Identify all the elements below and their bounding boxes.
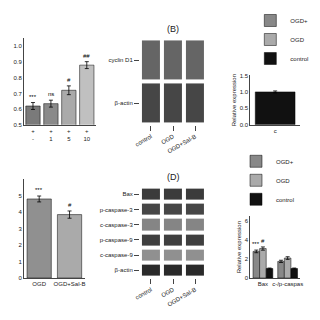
svg-text:OGD: OGD (276, 178, 290, 184)
svg-text:2: 2 (245, 256, 249, 262)
svg-text:0.9: 0.9 (13, 59, 22, 65)
svg-text:0: 0 (245, 275, 249, 281)
svg-text:1.0: 1.0 (13, 43, 22, 49)
svg-text:##: ## (83, 53, 90, 59)
svg-text:1.0: 1.0 (240, 89, 249, 95)
svg-text:Bax: Bax (122, 191, 132, 197)
svg-text:#: # (67, 77, 71, 83)
svg-text:OGD+Sal-B: OGD+Sal-B (54, 281, 86, 287)
svg-text:OGD: OGD (32, 281, 46, 287)
svg-text:OGD: OGD (160, 133, 175, 145)
svg-text:Bax: Bax (258, 281, 268, 287)
svg-text:control: control (290, 56, 308, 62)
svg-text:c-/p-caspas: c-/p-caspas (272, 281, 303, 287)
svg-text:β-actin: β-actin (115, 100, 133, 106)
svg-text:0: 0 (18, 275, 22, 281)
svg-text:β-actin: β-actin (115, 267, 133, 273)
svg-text:5: 5 (18, 193, 22, 199)
svg-text:0.5: 0.5 (240, 105, 249, 111)
svg-text:+10: +10 (83, 128, 90, 142)
svg-text:0.7: 0.7 (13, 91, 22, 97)
svg-text:c-caspase-3: c-caspase-3 (100, 222, 133, 228)
svg-text:OGD+Sal-B: OGD+Sal-B (167, 286, 198, 307)
svg-text:(B): (B) (167, 24, 179, 34)
svg-text:ns: ns (48, 91, 54, 97)
svg-text:+1: +1 (49, 128, 53, 142)
svg-text:p-caspase-9: p-caspase-9 (100, 237, 134, 243)
svg-text:***: *** (252, 241, 260, 247)
svg-text:Relative expression: Relative expression (231, 74, 237, 126)
svg-text:6: 6 (245, 218, 249, 224)
svg-text:#: # (68, 202, 72, 208)
svg-text:Relative expression: Relative expression (236, 221, 242, 273)
svg-text:***: *** (29, 94, 37, 100)
svg-text:control: control (134, 133, 153, 147)
svg-text:2: 2 (18, 242, 22, 248)
svg-text:+5: +5 (67, 128, 71, 142)
svg-text:***: *** (35, 187, 43, 193)
svg-text:0.8: 0.8 (13, 75, 22, 81)
svg-text:3: 3 (18, 226, 22, 232)
svg-text:p-caspase-3: p-caspase-3 (100, 207, 134, 213)
svg-text:+-: +- (31, 128, 35, 142)
svg-text:control: control (276, 197, 294, 203)
svg-text:cyclin D1: cyclin D1 (108, 57, 133, 63)
svg-text:c: c (274, 128, 277, 134)
svg-text:#: # (261, 238, 265, 244)
svg-text:(D): (D) (167, 172, 180, 182)
svg-text:OGD: OGD (160, 286, 175, 298)
svg-text:4: 4 (245, 237, 249, 243)
svg-text:0.0: 0.0 (240, 122, 249, 128)
svg-text:OGD+Sal-B: OGD+Sal-B (167, 133, 198, 154)
svg-text:c-caspase-9: c-caspase-9 (100, 252, 133, 258)
svg-text:4: 4 (18, 209, 22, 215)
svg-text:OGD+: OGD+ (276, 159, 294, 165)
svg-text:OGD: OGD (290, 37, 304, 43)
svg-text:0.6: 0.6 (13, 106, 22, 112)
svg-text:1: 1 (18, 259, 22, 265)
svg-text:0.5: 0.5 (13, 122, 22, 128)
svg-text:1.5: 1.5 (240, 73, 249, 79)
svg-text:OGD+: OGD+ (290, 18, 308, 24)
svg-text:control: control (134, 286, 153, 300)
